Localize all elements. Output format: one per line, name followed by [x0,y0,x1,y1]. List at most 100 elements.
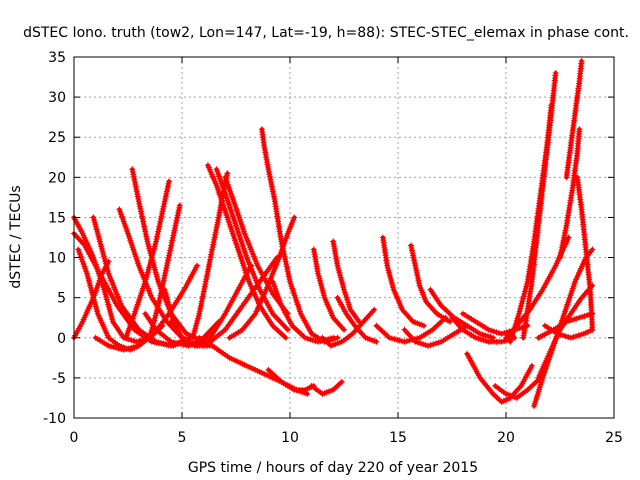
data-point [554,330,561,337]
data-point [566,317,573,324]
y-axis-label: dSTEC / TECUs [8,185,24,288]
data-point [338,378,345,385]
data-series [535,282,596,381]
x-tick-label: 0 [70,430,79,446]
data-point [291,214,298,221]
data-point [312,338,319,344]
data-point [166,252,172,259]
axes: 0 5 10 15 20 25 -10 -5 0 5 10 15 20 25 30 35 [43,50,623,446]
data-point [488,327,495,334]
data-point [493,329,500,336]
data-point [166,178,173,185]
data-point [567,334,574,341]
data-point [581,313,588,320]
data-point [498,330,505,337]
data-point [304,390,311,397]
data-series [557,126,583,261]
x-tick-label: 20 [497,430,515,446]
x-tick-label: 25 [605,430,623,446]
plot-frame [73,56,615,419]
data-point [501,338,508,344]
data-point [589,326,596,333]
data-point [194,262,201,269]
data-point [576,314,583,321]
data-point [563,318,570,325]
data-point [477,336,484,343]
data-point [430,341,437,348]
data-point [373,338,380,345]
data-point [483,338,490,344]
data-point [579,313,585,320]
data-point [477,330,484,337]
data-point [309,337,316,344]
data-point [490,334,497,341]
y-tick-label: 25 [48,130,66,146]
data-point [371,306,378,313]
data-series [213,166,291,333]
data-point [115,345,122,352]
data-point [425,342,432,349]
data-point [157,290,164,297]
data-point [498,338,505,345]
y-tick-label: 5 [57,291,66,307]
y-tick-label: 20 [48,170,66,186]
data-point [573,333,579,340]
data-point [575,332,582,339]
data-point [224,170,231,177]
data-point [479,331,486,338]
data-series [92,262,201,353]
data-point [576,126,583,133]
data-point [414,339,421,346]
data-series [122,178,173,341]
data-series [226,214,298,341]
data-series [308,378,345,397]
data-series [269,278,337,345]
data-point [485,326,492,333]
data-point [496,330,503,336]
y-tick-label: 10 [48,251,66,267]
data-point [557,331,564,338]
data-point [482,332,489,339]
data-series [464,350,535,405]
data-point [420,322,427,329]
data-point [422,342,429,348]
y-tick-label: 35 [48,50,66,66]
data-point [341,286,347,293]
data-series [334,294,380,345]
data-point [330,334,337,341]
data-point [584,312,591,319]
data-series [204,162,289,341]
data-series [330,238,363,325]
data-series [563,58,585,181]
data-point [589,310,596,317]
data-series [310,246,347,333]
data-series [258,126,341,345]
data-series [574,174,596,333]
data-point [433,340,439,347]
data-point [302,334,309,341]
data-point [586,311,593,318]
y-tick-label: 30 [48,90,66,106]
data-point [307,336,314,343]
data-point [284,326,291,333]
data-point [282,334,289,341]
y-tick-label: -10 [43,411,66,427]
data-point [565,334,572,340]
x-tick-label: 10 [281,430,299,446]
data-point [528,362,535,369]
data-point [472,334,479,341]
data-point [176,202,183,209]
data-point [412,338,419,345]
x-axis-label: GPS time / hours of day 220 of year 2015 [188,460,478,476]
data-point [396,337,403,344]
data-point [165,180,172,187]
x-tick-label: 5 [178,430,187,446]
y-tick-label: 15 [48,210,66,226]
data-series [401,322,471,349]
y-tick-label: -5 [52,371,66,387]
data-point [427,342,434,348]
data-series [541,322,596,341]
data-point [573,315,580,322]
data-point [589,246,596,253]
